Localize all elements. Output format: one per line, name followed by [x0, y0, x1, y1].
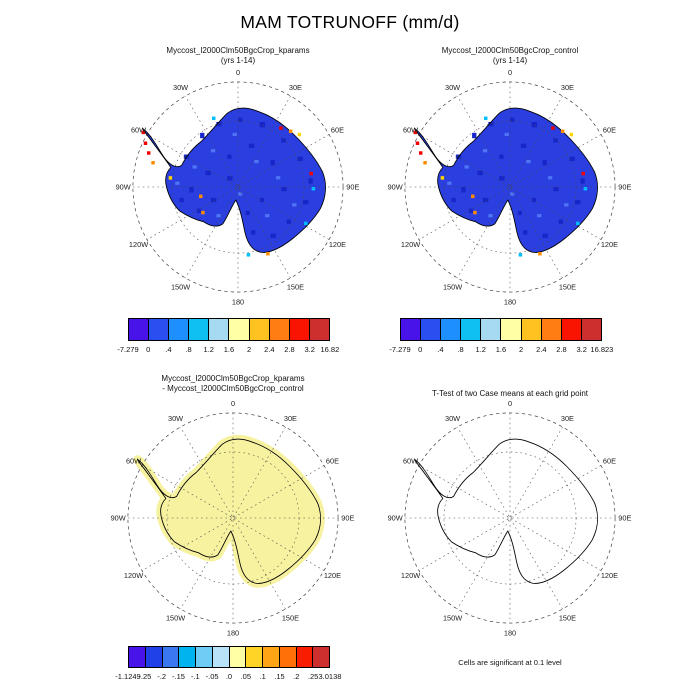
significance-note: Cells are significant at 0.1 level: [458, 658, 562, 667]
colorbar-swatch: [480, 318, 502, 341]
colorbar-swatch: [128, 646, 146, 668]
colorbar-swatch: [211, 646, 230, 668]
colorbar-swatch: [308, 318, 330, 341]
panel-title-line2: - Myccost_I2000Clm50BgcCrop_control: [162, 383, 304, 393]
colorbar-swatch: [128, 318, 150, 341]
panel-title-line2: (yrs 1-14): [220, 55, 256, 65]
colorbar-swatch: [248, 318, 270, 341]
panel-title-top-right: Myccost_I2000Clm50BgcCrop_control (yrs 1…: [380, 46, 640, 65]
colorbar-swatch: [208, 318, 230, 341]
colorbar-swatch: [560, 318, 582, 341]
map-top-left-kparams: [108, 57, 368, 317]
panel-title-line1: Myccost_I2000Clm50BgcCrop_control: [441, 46, 579, 55]
colorbar-swatch: [228, 318, 250, 341]
colorbar-swatch: [278, 646, 297, 668]
colorbar-swatch: [420, 318, 442, 341]
colorbar-swatch: [288, 318, 310, 341]
map-bottom-right-ttest: [380, 388, 640, 648]
colorbar-swatch: [520, 318, 542, 341]
colorbar-bottom-left: -1.1249 -.25 -.2 -.15 -.1 -.05.0.05.1.15.2.25…: [115, 646, 341, 681]
map-top-right-control: [380, 57, 640, 317]
colorbar-swatch: [262, 646, 280, 668]
colorbar-swatch: [161, 646, 180, 668]
colorbar-swatch: [440, 318, 462, 341]
colorbar-swatch: [144, 646, 163, 668]
colorbar-swatch: [168, 318, 190, 341]
colorbar-swatch: [245, 646, 263, 668]
colorbar-swatch: [268, 318, 290, 341]
map-bottom-left-difference: [103, 388, 363, 648]
colorbar-swatch: [148, 318, 170, 341]
panel-title-top-left: Myccost_I2000Clm50BgcCrop_kparams (yrs 1…: [108, 46, 368, 65]
colorbar-top-right: -7.279 0.4.8 1.2 1.6 2 2.4 2.8 3.2 16.823: [389, 318, 613, 354]
panel-title-line2: (yrs 1-14): [492, 55, 528, 65]
colorbar-swatch: [195, 646, 213, 668]
panel-title-line1: Myccost_I2000Clm50BgcCrop_kparams: [166, 46, 310, 55]
colorbar-swatch: [178, 646, 196, 668]
panel-title-bottom-right: T-Test of two Case means at each grid po…: [431, 389, 589, 398]
panel-title-bottom-left: Myccost_I2000Clm50BgcCrop_kparams - Mycc…: [103, 374, 363, 393]
colorbar-swatch: [312, 646, 330, 668]
colorbar-swatch: [500, 318, 522, 341]
colorbar-top-left: -7.279 0.4.8 1.2 1.6 2 2.4 2.8 3.2 16.82: [117, 318, 339, 354]
colorbar-swatch: [460, 318, 482, 341]
colorbar-swatch: [228, 646, 247, 668]
figure-title: MAM TOTRUNOFF (mm/d): [240, 12, 460, 32]
colorbar-swatch: [540, 318, 562, 341]
colorbar-swatch: [295, 646, 314, 668]
colorbar-swatch: [400, 318, 422, 341]
colorbar-swatch: [580, 318, 602, 341]
panel-title-line1: Myccost_I2000Clm50BgcCrop_kparams: [161, 374, 305, 383]
colorbar-swatch: [188, 318, 210, 341]
